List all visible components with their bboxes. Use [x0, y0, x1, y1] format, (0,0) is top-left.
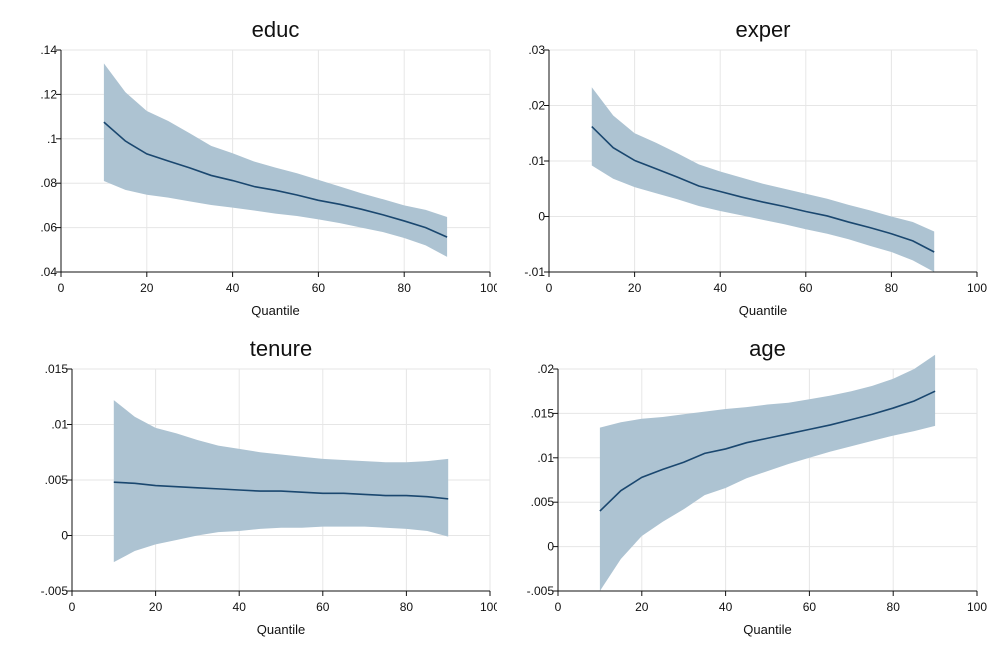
y-tick-label: .02	[537, 362, 554, 376]
y-tick-label: 0	[547, 540, 554, 554]
x-tick-label: 60	[312, 281, 326, 295]
y-tick-label: .14	[40, 43, 57, 57]
y-tick-label: .015	[531, 406, 555, 420]
chart-title: tenure	[250, 336, 312, 361]
chart-title: age	[749, 336, 786, 361]
y-tick-label: .03	[528, 43, 545, 57]
x-tick-label: 80	[400, 600, 414, 614]
x-tick-label: 100	[967, 281, 987, 295]
y-tick-label: .12	[40, 87, 57, 101]
y-tick-label: -.005	[41, 584, 69, 598]
x-tick-label: 80	[885, 281, 899, 295]
chart-panel-educ: educ .04 .06 .08 .1 .12 .14 0 20 40 60 80 100 Quantil…	[40, 17, 500, 318]
x-tick-label: 0	[555, 600, 562, 614]
y-tick-label: .02	[528, 99, 545, 113]
y-tick-label: .08	[40, 176, 57, 190]
x-axis-label: Quantile	[257, 622, 305, 637]
y-tick-label: .1	[47, 132, 57, 146]
x-tick-label: 0	[58, 281, 65, 295]
y-tick-label: .01	[528, 154, 545, 168]
y-tick-label: -.01	[524, 265, 545, 279]
x-tick-label: 80	[398, 281, 412, 295]
x-tick-label: 20	[628, 281, 642, 295]
chart-title: exper	[735, 17, 790, 42]
chart-title: educ	[252, 17, 300, 42]
y-tick-label: .005	[45, 473, 69, 487]
x-tick-label: 40	[719, 600, 733, 614]
x-tick-label: 100	[480, 600, 500, 614]
x-tick-label: 100	[480, 281, 500, 295]
x-tick-label: 0	[546, 281, 553, 295]
y-tick-label: 0	[61, 529, 68, 543]
x-tick-label: 40	[714, 281, 728, 295]
x-tick-label: 40	[226, 281, 240, 295]
y-tick-label: .01	[537, 451, 554, 465]
x-axis-label: Quantile	[743, 622, 791, 637]
x-tick-label: 20	[140, 281, 154, 295]
y-tick-label: -.005	[527, 584, 555, 598]
y-tick-label: .015	[45, 362, 69, 376]
confidence-band	[591, 87, 935, 272]
confidence-band	[113, 400, 449, 563]
x-tick-label: 100	[967, 600, 987, 614]
confidence-band	[599, 354, 936, 591]
estimate-line	[103, 121, 448, 238]
y-tick-label: 0	[538, 210, 545, 224]
x-tick-label: 20	[149, 600, 163, 614]
x-axis-label: Quantile	[251, 303, 299, 318]
y-tick-label: .01	[51, 418, 68, 432]
estimate-line	[591, 126, 935, 253]
x-axis-label: Quantile	[739, 303, 787, 318]
x-tick-label: 40	[233, 600, 247, 614]
x-tick-label: 0	[69, 600, 76, 614]
y-tick-label: .04	[40, 265, 57, 279]
x-tick-label: 80	[887, 600, 901, 614]
y-tick-label: .06	[40, 221, 57, 235]
x-tick-label: 20	[635, 600, 649, 614]
x-tick-label: 60	[799, 281, 813, 295]
x-tick-label: 60	[803, 600, 817, 614]
x-tick-label: 60	[316, 600, 330, 614]
estimate-line	[113, 481, 449, 500]
y-tick-label: .005	[531, 495, 555, 509]
estimate-line	[599, 390, 936, 512]
